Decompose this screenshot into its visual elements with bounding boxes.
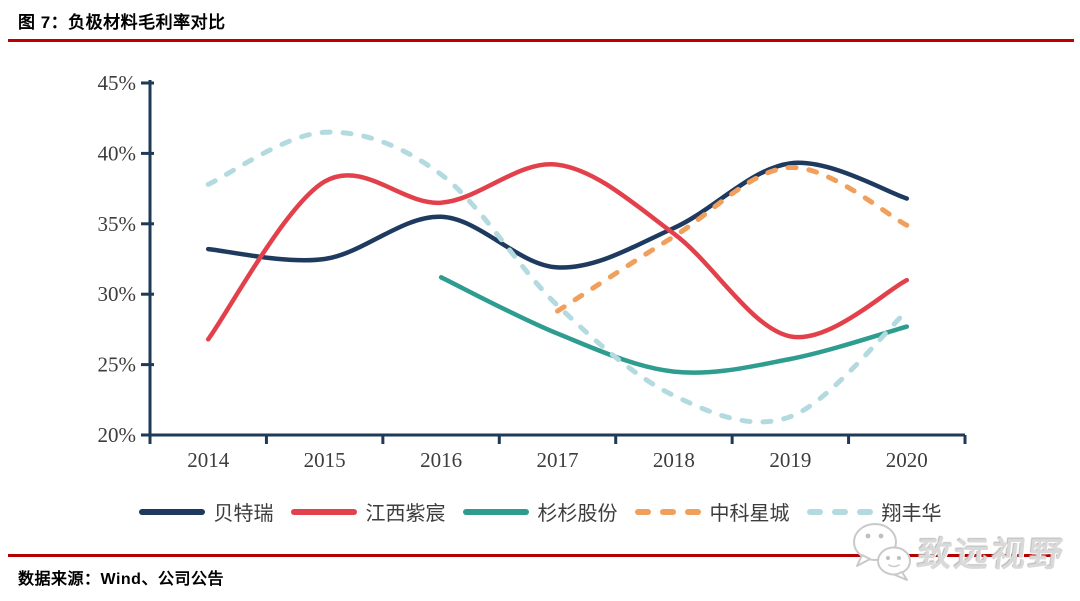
legend-swatch-solid xyxy=(462,508,529,515)
legend-label: 江西紫宸 xyxy=(365,503,446,525)
legend-item-4: 翔丰华 xyxy=(806,497,942,526)
x-tick-label: 2020 xyxy=(886,448,928,472)
watermark: 致远视野 xyxy=(850,520,1068,582)
x-tick-label: 2016 xyxy=(420,448,462,472)
legend-item-1: 江西紫宸 xyxy=(290,497,446,526)
legend-swatch-dashed xyxy=(634,508,701,515)
y-tick-label: 35% xyxy=(98,212,137,236)
y-tick-label: 45% xyxy=(98,71,137,95)
y-tick-label: 30% xyxy=(98,282,137,306)
series-line-0 xyxy=(205,160,910,270)
chart-legend: 贝特瑞 江西紫宸 杉杉股份 中科星城 翔丰华 xyxy=(0,497,1080,526)
series-line-3 xyxy=(555,164,910,314)
series-line-2 xyxy=(438,275,910,375)
y-tick-label: 25% xyxy=(98,353,137,377)
data-source-caption: 数据来源：Wind、公司公告 xyxy=(18,571,224,588)
y-tick-label: 20% xyxy=(98,423,137,447)
legend-swatch-solid xyxy=(290,508,357,515)
x-tick-label: 2018 xyxy=(653,448,695,472)
figure-title: 图 7：负极材料毛利率对比 xyxy=(18,13,226,32)
title-divider-rule xyxy=(8,39,1074,42)
x-tick-label: 2019 xyxy=(769,448,811,472)
legend-swatch-dashed xyxy=(806,508,873,515)
legend-label: 贝特瑞 xyxy=(213,503,274,525)
legend-item-3: 中科星城 xyxy=(634,497,790,526)
watermark-text: 致远视野 xyxy=(915,536,1068,574)
legend-swatch-solid xyxy=(138,508,205,515)
y-tick-label: 40% xyxy=(98,141,137,165)
series-line-1 xyxy=(205,162,910,342)
x-tick-label: 2014 xyxy=(187,448,230,472)
wechat-bubbles-icon xyxy=(853,523,911,581)
series-line-4 xyxy=(205,129,910,425)
legend-item-0: 贝特瑞 xyxy=(138,497,274,526)
footer-divider-rule xyxy=(8,554,1056,557)
legend-label: 翔丰华 xyxy=(881,503,942,525)
x-tick-label: 2017 xyxy=(537,448,579,472)
legend-label: 杉杉股份 xyxy=(537,503,618,525)
legend-label: 中科星城 xyxy=(709,503,790,525)
legend-item-2: 杉杉股份 xyxy=(462,497,618,526)
x-tick-label: 2015 xyxy=(304,448,346,472)
